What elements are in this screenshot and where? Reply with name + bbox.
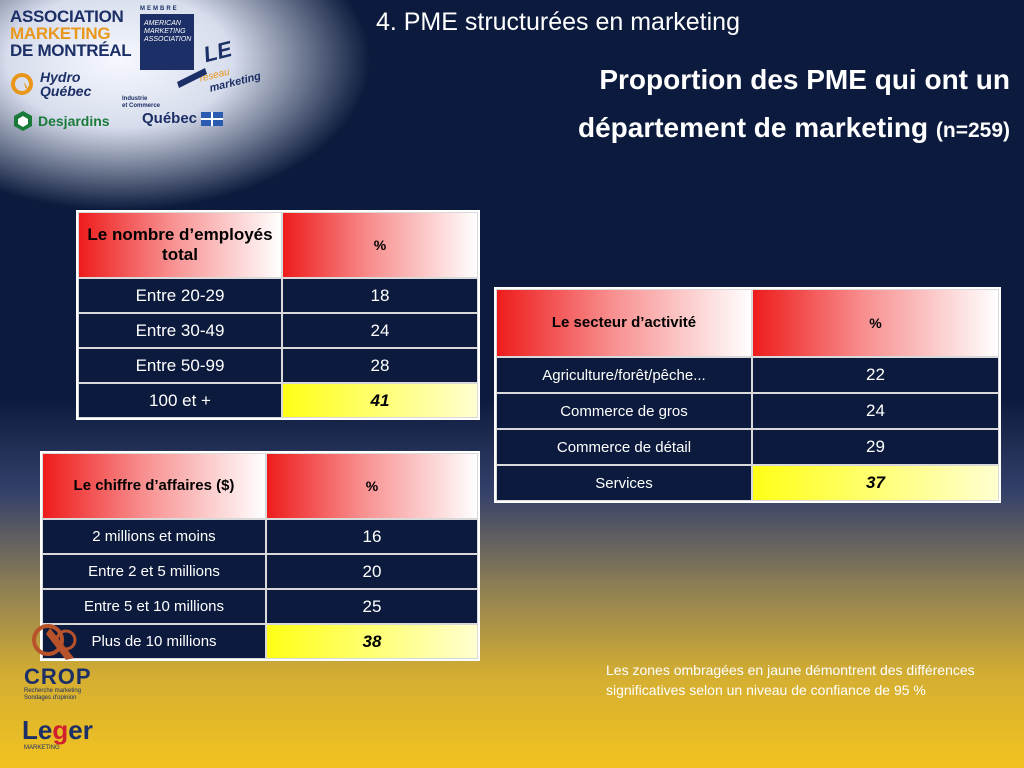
crop-emblem-icon — [32, 624, 77, 660]
row-label: 2 millions et moins — [42, 519, 266, 554]
hydro-quebec-logo: Hydro Québec — [10, 70, 91, 98]
row-value: 20 — [266, 554, 478, 589]
american-marketing-association-logo: AMERICAN MARKETING ASSOCIATION — [140, 14, 194, 70]
table-row: Entre 20-29 18 — [78, 278, 478, 313]
row-label: Services — [496, 465, 752, 501]
row-value: 24 — [752, 393, 999, 429]
column-header-percent: % — [266, 453, 478, 519]
table-row: Entre 5 et 10 millions 25 — [42, 589, 478, 624]
row-label: Entre 30-49 — [78, 313, 282, 348]
section-title: 4. PME structurées en marketing — [375, 8, 740, 36]
row-label: Entre 5 et 10 millions — [42, 589, 266, 624]
table-row: Agriculture/forêt/pêche... 22 — [496, 357, 999, 393]
leger-tagline: MARKETING — [24, 745, 60, 751]
page-title: Proportion des PME qui ont un départemen… — [577, 64, 1010, 143]
row-value: 22 — [752, 357, 999, 393]
table-row: Entre 50-99 28 — [78, 348, 478, 383]
sample-size-note: (n=259) — [935, 119, 1010, 142]
row-label: Entre 50-99 — [78, 348, 282, 383]
row-label: 100 et + — [78, 383, 282, 418]
column-header-percent: % — [752, 289, 999, 357]
table-header-row: Le chiffre d’affaires ($) % — [42, 453, 478, 519]
table-row: Entre 30-49 24 — [78, 313, 478, 348]
row-value: 24 — [282, 313, 478, 348]
column-header-sector: Le secteur d’activité — [496, 289, 752, 357]
table-header-row: Le secteur d’activité % — [496, 289, 999, 357]
row-label: Entre 2 et 5 millions — [42, 554, 266, 589]
row-value: 18 — [282, 278, 478, 313]
industrie-commerce-label: Industrie et Commerce — [122, 96, 161, 109]
column-header-percent: % — [282, 212, 478, 278]
swoosh-icon — [177, 68, 207, 88]
row-label: Commerce de détail — [496, 429, 752, 465]
gouvernement-quebec-logo: Québec — [142, 110, 224, 127]
row-value: 16 — [266, 519, 478, 554]
le-reseau-word-le: LE — [201, 38, 236, 67]
row-label: Agriculture/forêt/pêche... — [496, 357, 752, 393]
desjardins-logo: Desjardins — [12, 110, 110, 132]
sector-table: Le secteur d’activité % Agriculture/forê… — [494, 287, 1001, 503]
association-marketing-montreal-logo: ASSOCIATION MARKETING DE MONTRÉAL — [10, 7, 132, 60]
revenue-table: Le chiffre d’affaires ($) % 2 millions e… — [40, 451, 480, 661]
row-label: Plus de 10 millions — [42, 624, 266, 659]
table-row: Commerce de gros 24 — [496, 393, 999, 429]
row-label: Entre 20-29 — [78, 278, 282, 313]
highlighted-value: 41 — [282, 383, 478, 418]
table-row: 2 millions et moins 16 — [42, 519, 478, 554]
employees-table: Le nombre d’employés total % Entre 20-29… — [76, 210, 480, 420]
significance-footnote: Les zones ombragées en jaune démontrent … — [606, 662, 975, 698]
table-header-row: Le nombre d’employés total % — [78, 212, 478, 278]
crop-logo: CROP — [24, 664, 92, 689]
crop-tagline: Recherche marketing Sondages d'opinion — [24, 688, 82, 702]
desjardins-hexagon-icon — [14, 111, 32, 131]
table-row: 100 et + 41 — [78, 383, 478, 418]
row-value: 29 — [752, 429, 999, 465]
column-header-employees: Le nombre d’employés total — [78, 212, 282, 278]
quebec-flag-icon — [201, 111, 224, 126]
row-label: Commerce de gros — [496, 393, 752, 429]
highlighted-value: 38 — [266, 624, 478, 659]
table-row: Commerce de détail 29 — [496, 429, 999, 465]
le-reseau-marketing-logo: LE réseau marketing — [177, 38, 262, 94]
table-row: Plus de 10 millions 38 — [42, 624, 478, 659]
row-value: 25 — [266, 589, 478, 624]
highlighted-value: 37 — [752, 465, 999, 501]
column-header-revenue: Le chiffre d’affaires ($) — [42, 453, 266, 519]
leger-marketing-logo: Leger — [22, 715, 93, 745]
ama-membre-tag: MEMBRE — [140, 6, 179, 12]
table-row: Services 37 — [496, 465, 999, 501]
hydro-quebec-q-icon — [11, 73, 33, 95]
row-value: 28 — [282, 348, 478, 383]
table-row: Entre 2 et 5 millions 20 — [42, 554, 478, 589]
